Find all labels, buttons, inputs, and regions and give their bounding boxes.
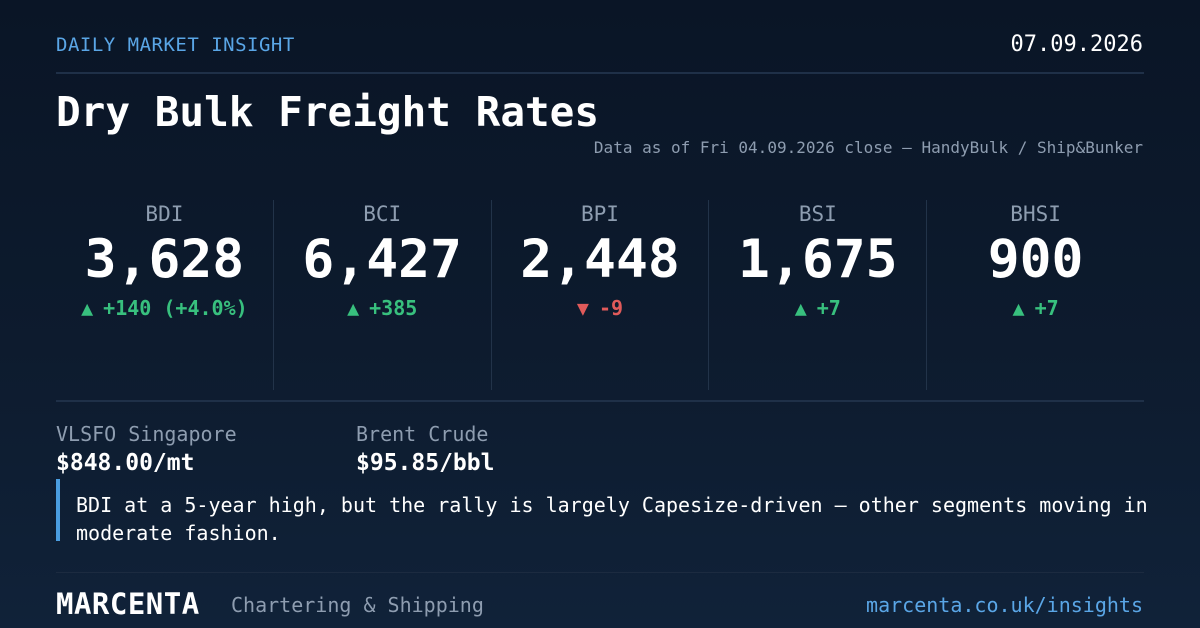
footer-divider <box>56 572 1144 573</box>
price-label: Brent Crude <box>356 422 489 446</box>
change-value: -9 <box>598 295 624 320</box>
change-value: +385 <box>369 295 418 320</box>
change-value: +7 <box>1034 295 1059 320</box>
header-divider <box>56 72 1144 74</box>
brand-logo: MARCENTA <box>56 587 200 621</box>
stat-change: ▲ +140 (+4.0%) <box>56 296 273 320</box>
stat-label: BPI <box>581 202 619 226</box>
kicker-label: DAILY MARKET INSIGHT <box>56 34 295 56</box>
insight-text: BDI at a 5-year high, but the rally is l… <box>76 493 1148 545</box>
stat-change: ▲ +7 <box>927 296 1144 320</box>
stat-label: BSI <box>798 202 837 226</box>
insight-callout: BDI at a 5-year high, but the rally is l… <box>56 479 1170 545</box>
up-arrow-icon: ▲ <box>347 295 360 320</box>
price-value: $848.00/mt <box>56 450 195 476</box>
stat-bdi: BDI 3,628 ▲ +140 (+4.0%) <box>56 200 273 390</box>
price-brent: Brent Crude $95.85/bbl <box>356 422 494 476</box>
stat-label: BHSI <box>1010 202 1061 226</box>
change-value: +140 (+4.0%) <box>103 295 248 320</box>
stat-bhsi: BHSI 900 ▲ +7 <box>926 200 1144 390</box>
report-date: 07.09.2026 <box>1010 32 1143 57</box>
change-value: +7 <box>816 295 841 320</box>
price-vlsfo: VLSFO Singapore $848.00/mt <box>56 422 237 476</box>
up-arrow-icon: ▲ <box>81 295 94 320</box>
stat-value: 900 <box>987 229 1084 290</box>
up-arrow-icon: ▲ <box>794 295 807 320</box>
stat-bpi: BPI 2,448 ▼ -9 <box>490 200 709 390</box>
up-arrow-icon: ▲ <box>1012 295 1025 320</box>
stats-divider <box>56 400 1144 402</box>
index-stats: BDI 3,628 ▲ +140 (+4.0%) BCI 6,427 ▲ +385 … <box>56 200 1144 390</box>
price-value: $95.85/bbl <box>356 450 495 476</box>
brand-tagline: Chartering & Shipping <box>231 593 484 617</box>
price-label: VLSFO Singapore <box>56 422 237 446</box>
stat-value: 3,628 <box>84 229 245 290</box>
stat-value: 2,448 <box>520 229 680 290</box>
stat-change: ▼ -9 <box>492 296 709 320</box>
stat-bci: BCI 6,427 ▲ +385 <box>272 200 491 390</box>
data-source-note: Data as of Fri 04.09.2026 close — HandyB… <box>593 138 1143 157</box>
stat-value: 6,427 <box>302 229 462 290</box>
page-title: Dry Bulk Freight Rates <box>56 88 600 136</box>
stat-bsi: BSI 1,675 ▲ +7 <box>708 200 926 390</box>
stat-change: ▲ +385 <box>274 296 491 320</box>
stat-value: 1,675 <box>738 229 898 290</box>
stat-change: ▲ +7 <box>709 296 926 320</box>
down-arrow-icon: ▼ <box>576 295 589 320</box>
stat-label: BCI <box>363 202 402 226</box>
stat-label: BDI <box>145 202 184 226</box>
insights-link[interactable]: marcenta.co.uk/insights <box>866 593 1143 617</box>
